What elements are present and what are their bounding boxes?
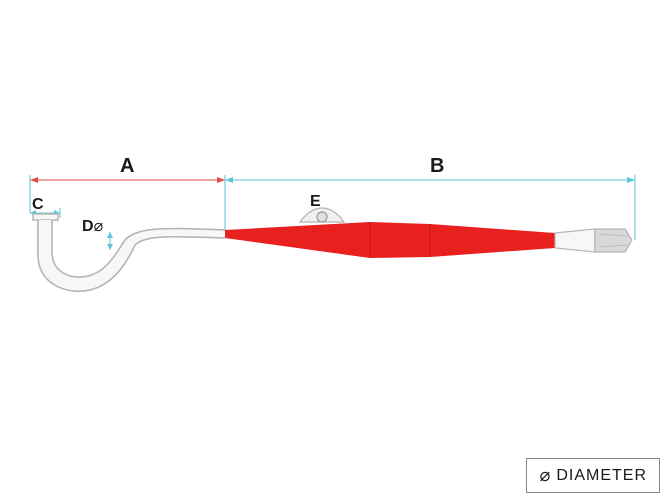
diameter-legend: ⌀ DIAMETER: [526, 458, 660, 493]
dimension-d: [107, 232, 113, 250]
exhaust-silencer: [555, 229, 632, 252]
label-d: D⌀: [82, 216, 103, 236]
dimension-a: [30, 175, 225, 213]
label-a: A: [120, 155, 134, 178]
mount-bracket-e: [300, 208, 344, 222]
exhaust-header: [26, 214, 225, 292]
label-c: C: [32, 196, 44, 214]
label-e: E: [310, 193, 321, 211]
exhaust-diagram: [0, 0, 670, 503]
diameter-text: DIAMETER: [556, 467, 647, 485]
exhaust-body: [225, 222, 555, 258]
diameter-icon: ⌀: [539, 465, 550, 486]
label-b: B: [430, 155, 444, 178]
